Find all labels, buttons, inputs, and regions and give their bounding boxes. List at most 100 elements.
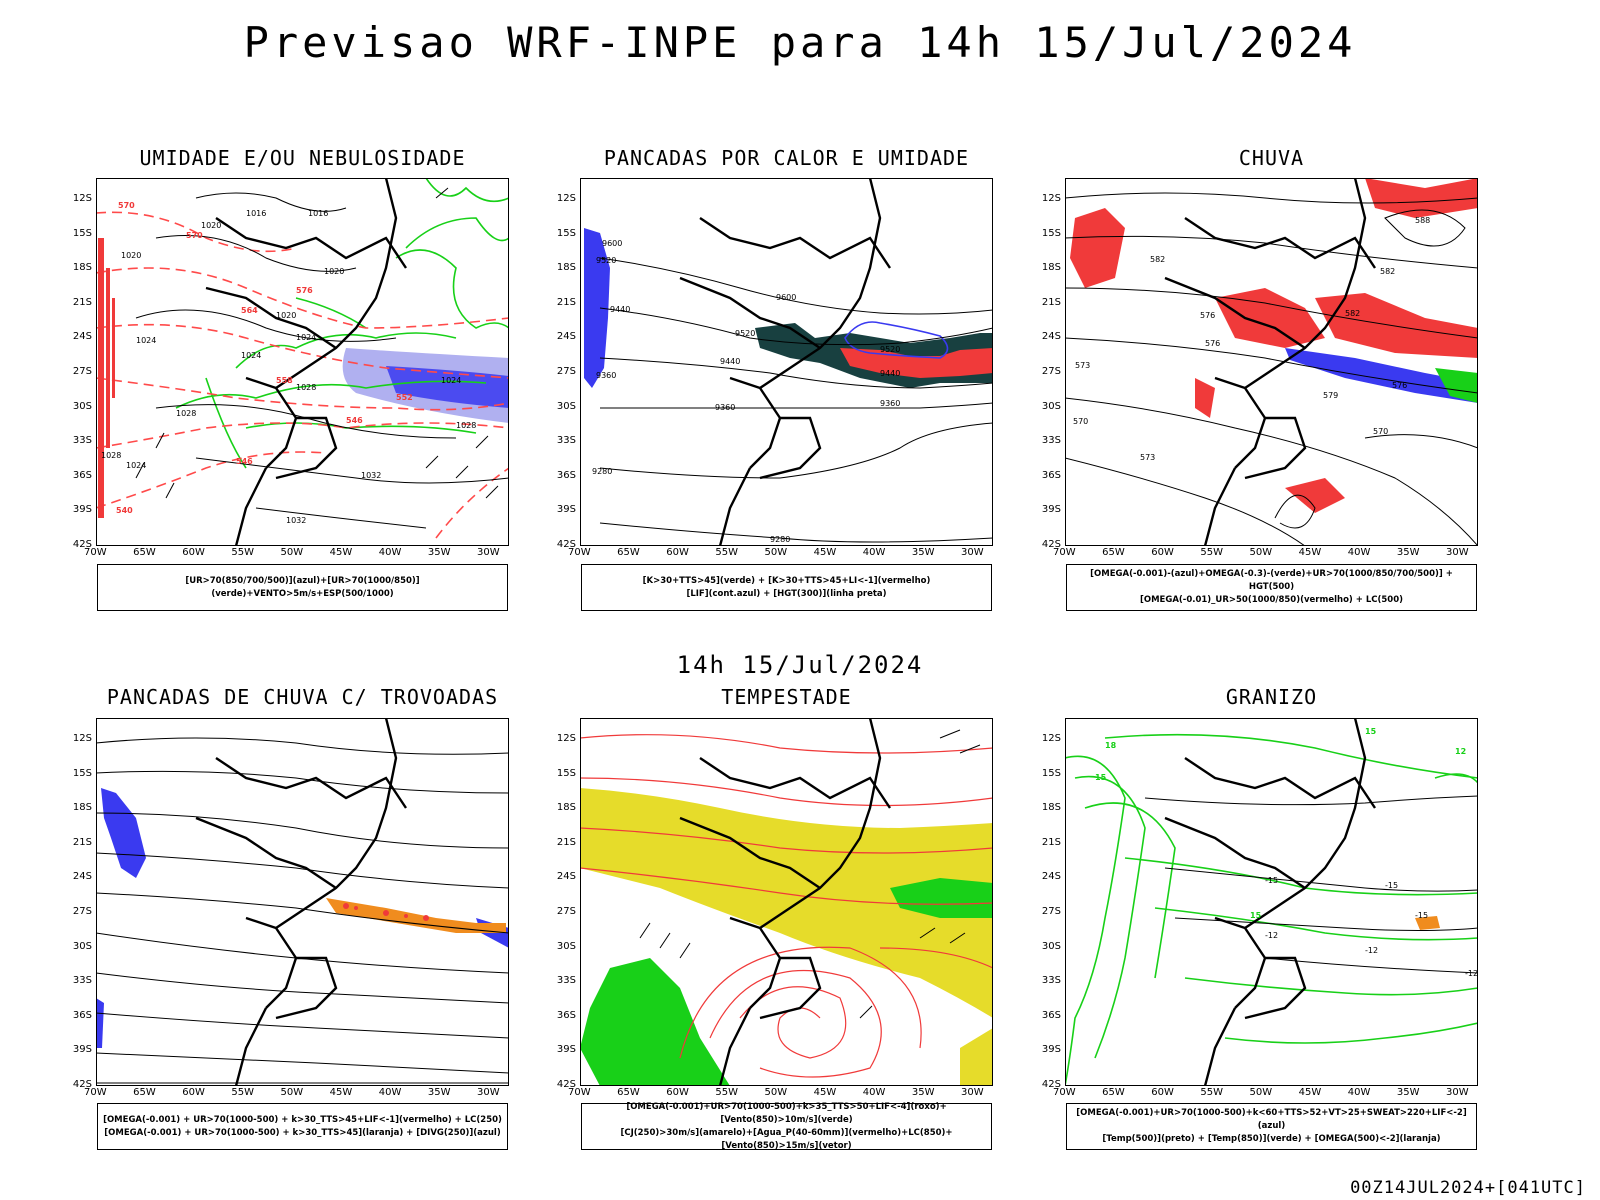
- latitude-label: 12S: [72, 733, 92, 744]
- longitude-label: 45W: [1298, 1087, 1322, 1098]
- contour-label: 1032: [361, 471, 381, 480]
- longitude-label: 50W: [1249, 1087, 1273, 1098]
- contour-label: 582: [1345, 309, 1360, 318]
- thickness-labels: 570 570 576 564 558 552 546 540 546: [116, 201, 413, 515]
- convection-red-area: [840, 348, 993, 378]
- map-chuva: 582 588 582 576 582 576 573 570 573 570 …: [1065, 178, 1478, 546]
- contour-label: 573: [1075, 361, 1090, 370]
- longitude-label: 50W: [764, 547, 788, 558]
- longitude-label: 60W: [182, 1087, 205, 1098]
- humidity-blue-area: [386, 366, 509, 408]
- contour-label: 1024: [296, 333, 316, 342]
- country-borders: [1164, 718, 1376, 1086]
- streamlines: [1065, 192, 1478, 546]
- latitude-label: 24S: [72, 331, 92, 343]
- contour-label: -15: [1415, 911, 1428, 920]
- latitude-label: 42S: [72, 1079, 92, 1090]
- legend-line: [OMEGA(-0.001)+UR>70(1000-500)+k>35_TTS>…: [626, 1101, 947, 1125]
- longitude-label: 40W: [1347, 547, 1371, 558]
- latitude-label: 15S: [1041, 767, 1061, 779]
- contour-label: 570: [118, 201, 135, 210]
- longitude-label: 55W: [1200, 1087, 1223, 1098]
- latitude-label: 24S: [1041, 331, 1061, 343]
- latitude-label: 12S: [1041, 733, 1061, 744]
- contour-label: 1016: [308, 209, 328, 218]
- latitude-label: 18S: [556, 262, 576, 274]
- longitude-label: 55W: [715, 547, 738, 558]
- longitude-label: 35W: [1396, 547, 1420, 558]
- contour-label: 540: [116, 506, 133, 515]
- latitude-label: 27S: [72, 366, 92, 377]
- legend-pancadas-calor: [K>30+TTS>45](verde) + [K>30+TTS>45+LI<-…: [581, 564, 992, 611]
- longitude-label: 60W: [666, 1087, 689, 1098]
- latitude-label: 24S: [556, 871, 576, 883]
- contour-label: 558: [276, 376, 293, 385]
- latitude-label: 30S: [556, 400, 576, 412]
- latitude-label: 30S: [1041, 940, 1061, 952]
- contour-label: 546: [236, 457, 253, 466]
- longitude-label: 70W: [568, 1087, 591, 1098]
- contour-label: 1028: [456, 421, 476, 430]
- contour-label: 570: [186, 231, 203, 240]
- jet-yellow-area: [580, 788, 993, 1086]
- hgt300-contours: [599, 257, 993, 543]
- country-borders: [1164, 178, 1376, 546]
- main-title: Previsao WRF-INPE para 14h 15/Jul/2024: [243, 18, 1357, 67]
- panel-title-pancadas-calor: PANCADAS POR CALOR E UMIDADE: [603, 146, 970, 170]
- contour-label: -15: [1385, 881, 1398, 890]
- contour-label: 582: [1380, 267, 1395, 276]
- longitude-label: 65W: [133, 547, 156, 558]
- contour-label: -12: [1465, 969, 1478, 978]
- longitude-label: 30W: [1446, 1087, 1469, 1098]
- latitude-label: 39S: [556, 1044, 576, 1056]
- latitude-label: 30S: [72, 940, 92, 952]
- panel-title-trovoadas: PANCADAS DE CHUVA C/ TROVOADAS: [106, 685, 499, 709]
- contour-label: 576: [1392, 381, 1407, 390]
- latitude-label: 18S: [1041, 262, 1061, 274]
- legend-line: [OMEGA(-0.001)+UR>70(1000-500)+k<60+TTS>…: [1076, 1108, 1467, 1131]
- contour-label: 1028: [176, 409, 196, 418]
- contour-label: 9520: [735, 329, 755, 338]
- latitude-label: 27S: [556, 366, 576, 377]
- latitude-label: 27S: [1041, 906, 1061, 917]
- pressure-labels: 1020 1016 1016 1020 1024 1020 1024 1024 …: [101, 209, 476, 525]
- contour-label: 9360: [715, 403, 735, 412]
- contour-label: 9440: [610, 305, 630, 314]
- longitude-label: 40W: [378, 1087, 402, 1098]
- longitude-label: 30W: [477, 547, 500, 558]
- longitude-label: 30W: [961, 1087, 984, 1098]
- longitude-label: 50W: [764, 1087, 788, 1098]
- longitude-label: 55W: [231, 547, 254, 558]
- contour-label: 1024: [441, 376, 461, 385]
- latitude-label: 33S: [556, 435, 576, 447]
- contour-label: 9360: [596, 371, 616, 380]
- contour-label: 576: [1205, 339, 1220, 348]
- latitude-label: 39S: [556, 504, 576, 516]
- contour-label: 546: [346, 416, 363, 425]
- wind-arrows: [135, 187, 499, 499]
- longitude-label: 65W: [1102, 1087, 1125, 1098]
- longitude-label: 65W: [1102, 547, 1125, 558]
- contour-label: 570: [1373, 427, 1388, 436]
- lif-blue-contour: [844, 321, 949, 359]
- legend-chuva: [OMEGA(-0.001)-(azul)+OMEGA(-0.3)-(verde…: [1066, 564, 1477, 611]
- contour-label: 570: [1073, 417, 1088, 426]
- latitude-label: 15S: [556, 767, 576, 779]
- legend-line: [CJ(250)>30m/s](amarelo)+[Agua_P(40-60mm…: [620, 1127, 953, 1151]
- latitude-label: 21S: [556, 836, 576, 848]
- legend-line: [UR>70(850/700/500)](azul)+[UR>70(1000/8…: [185, 575, 420, 599]
- latitude-label: 24S: [1041, 871, 1061, 883]
- latitude-label: 21S: [556, 296, 576, 308]
- contour-label: 9440: [720, 357, 740, 366]
- hgt500-labels: 582 588 582 576 582 576 573 570 573 570 …: [1073, 216, 1430, 462]
- thunderstorm-orange-area: [326, 898, 506, 933]
- contour-label: 9280: [770, 535, 790, 544]
- longitude-label: 35W: [427, 1087, 451, 1098]
- longitude-label: 35W: [427, 547, 451, 558]
- wind850-green-areas: [580, 878, 993, 1086]
- contour-label: 1032: [286, 516, 306, 525]
- legend-line: [OMEGA(-0.01)_UR>50(1000/850)(vermelho) …: [1139, 595, 1404, 605]
- contour-label: -12: [1365, 946, 1378, 955]
- latitude-label: 21S: [72, 296, 92, 308]
- rain-green-area: [1435, 368, 1478, 403]
